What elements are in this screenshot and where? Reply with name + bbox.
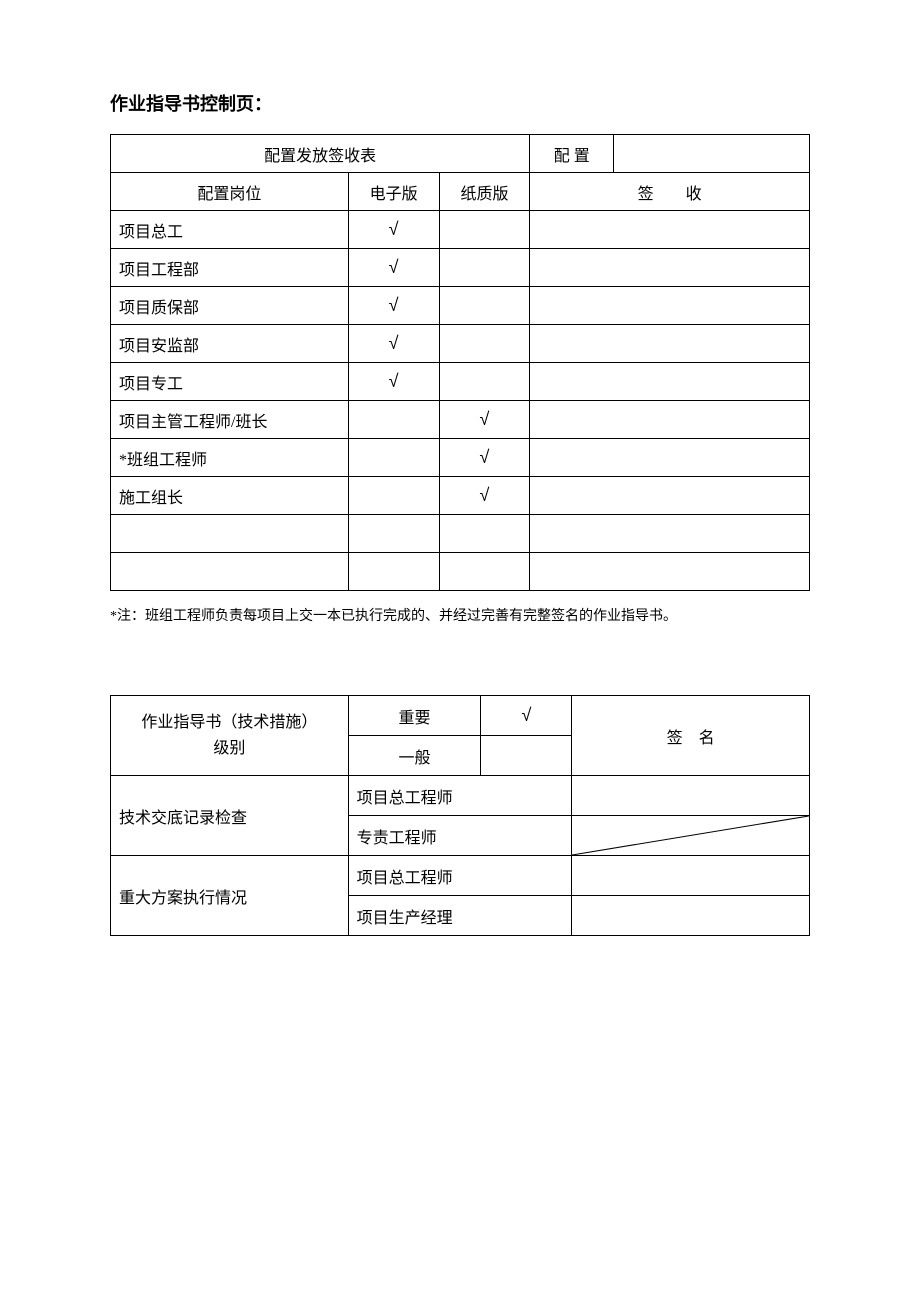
electronic-cell: √ bbox=[348, 325, 439, 363]
table-row: *班组工程师 √ bbox=[111, 439, 810, 477]
sign-cell bbox=[530, 515, 810, 553]
electronic-cell: √ bbox=[348, 211, 439, 249]
general-label: 一般 bbox=[348, 736, 481, 776]
table-row: 项目质保部 √ bbox=[111, 287, 810, 325]
table1-header-row: 配置发放签收表 配 置 bbox=[111, 135, 810, 173]
position-cell: 项目质保部 bbox=[111, 287, 349, 325]
col-sign: 签 收 bbox=[530, 173, 810, 211]
sign-cell bbox=[530, 211, 810, 249]
col-position: 配置岗位 bbox=[111, 173, 349, 211]
electronic-cell: √ bbox=[348, 363, 439, 401]
sign-cell bbox=[530, 249, 810, 287]
position-cell: *班组工程师 bbox=[111, 439, 349, 477]
electronic-cell: √ bbox=[348, 249, 439, 287]
tech-check-row-1: 技术交底记录检查 项目总工程师 bbox=[111, 776, 810, 816]
table-row: 项目工程部 √ bbox=[111, 249, 810, 287]
position-cell: 项目主管工程师/班长 bbox=[111, 401, 349, 439]
paper-cell bbox=[439, 515, 530, 553]
position-cell: 项目工程部 bbox=[111, 249, 349, 287]
sign-cell bbox=[530, 553, 810, 591]
paper-cell: √ bbox=[439, 439, 530, 477]
paper-cell bbox=[439, 287, 530, 325]
table1-columns-row: 配置岗位 电子版 纸质版 签 收 bbox=[111, 173, 810, 211]
position-cell: 项目安监部 bbox=[111, 325, 349, 363]
level-row-important: 作业指导书（技术措施） 级别 重要 √ 签 名 bbox=[111, 696, 810, 736]
table-row bbox=[111, 515, 810, 553]
sign-cell bbox=[530, 325, 810, 363]
electronic-cell: √ bbox=[348, 287, 439, 325]
major-plan-row-1: 重大方案执行情况 项目总工程师 bbox=[111, 856, 810, 896]
paper-cell bbox=[439, 363, 530, 401]
table-row: 项目安监部 √ bbox=[111, 325, 810, 363]
page-title: 作业指导书控制页： bbox=[110, 90, 810, 116]
tech-check-label: 技术交底记录检查 bbox=[111, 776, 349, 856]
electronic-cell bbox=[348, 477, 439, 515]
important-label: 重要 bbox=[348, 696, 481, 736]
major-plan-label: 重大方案执行情况 bbox=[111, 856, 349, 936]
role-cell: 项目总工程师 bbox=[348, 856, 572, 896]
electronic-cell bbox=[348, 553, 439, 591]
footnote: *注：班组工程师负责每项目上交一本已执行完成的、并经过完善有完整签名的作业指导书… bbox=[110, 605, 810, 625]
diagonal-cell bbox=[572, 816, 810, 856]
distribution-table: 配置发放签收表 配 置 配置岗位 电子版 纸质版 签 收 项目总工 √ 项目工程… bbox=[110, 134, 810, 591]
paper-cell bbox=[439, 325, 530, 363]
paper-cell bbox=[439, 249, 530, 287]
sign-cell bbox=[530, 363, 810, 401]
sign-cell bbox=[572, 856, 810, 896]
role-cell: 专责工程师 bbox=[348, 816, 572, 856]
table-row: 项目总工 √ bbox=[111, 211, 810, 249]
level-table: 作业指导书（技术措施） 级别 重要 √ 签 名 一般 技术交底记录检查 项目总工… bbox=[110, 695, 810, 936]
sign-cell bbox=[572, 896, 810, 936]
table-row: 施工组长 √ bbox=[111, 477, 810, 515]
table-row: 项目专工 √ bbox=[111, 363, 810, 401]
position-cell: 施工组长 bbox=[111, 477, 349, 515]
col-electronic: 电子版 bbox=[348, 173, 439, 211]
table1-title: 配置发放签收表 bbox=[111, 135, 530, 173]
level-label: 作业指导书（技术措施） 级别 bbox=[111, 696, 349, 776]
position-cell: 项目专工 bbox=[111, 363, 349, 401]
config-label: 配 置 bbox=[530, 135, 614, 173]
paper-cell: √ bbox=[439, 477, 530, 515]
level-label-line2: 级别 bbox=[213, 740, 245, 757]
sign-cell bbox=[572, 776, 810, 816]
level-label-line1: 作业指导书（技术措施） bbox=[141, 714, 317, 731]
sign-cell bbox=[530, 439, 810, 477]
paper-cell bbox=[439, 211, 530, 249]
col-paper: 纸质版 bbox=[439, 173, 530, 211]
config-value-cell bbox=[614, 135, 810, 173]
sign-cell bbox=[530, 287, 810, 325]
position-cell bbox=[111, 515, 349, 553]
position-cell bbox=[111, 553, 349, 591]
role-cell: 项目生产经理 bbox=[348, 896, 572, 936]
general-check bbox=[481, 736, 572, 776]
table-row bbox=[111, 553, 810, 591]
paper-cell: √ bbox=[439, 401, 530, 439]
diagonal-line-icon bbox=[572, 816, 809, 855]
position-cell: 项目总工 bbox=[111, 211, 349, 249]
electronic-cell bbox=[348, 401, 439, 439]
sign-cell bbox=[530, 477, 810, 515]
role-cell: 项目总工程师 bbox=[348, 776, 572, 816]
paper-cell bbox=[439, 553, 530, 591]
electronic-cell bbox=[348, 439, 439, 477]
table-row: 项目主管工程师/班长 √ bbox=[111, 401, 810, 439]
sign-label: 签 名 bbox=[572, 696, 810, 776]
electronic-cell bbox=[348, 515, 439, 553]
sign-cell bbox=[530, 401, 810, 439]
important-check: √ bbox=[481, 696, 572, 736]
